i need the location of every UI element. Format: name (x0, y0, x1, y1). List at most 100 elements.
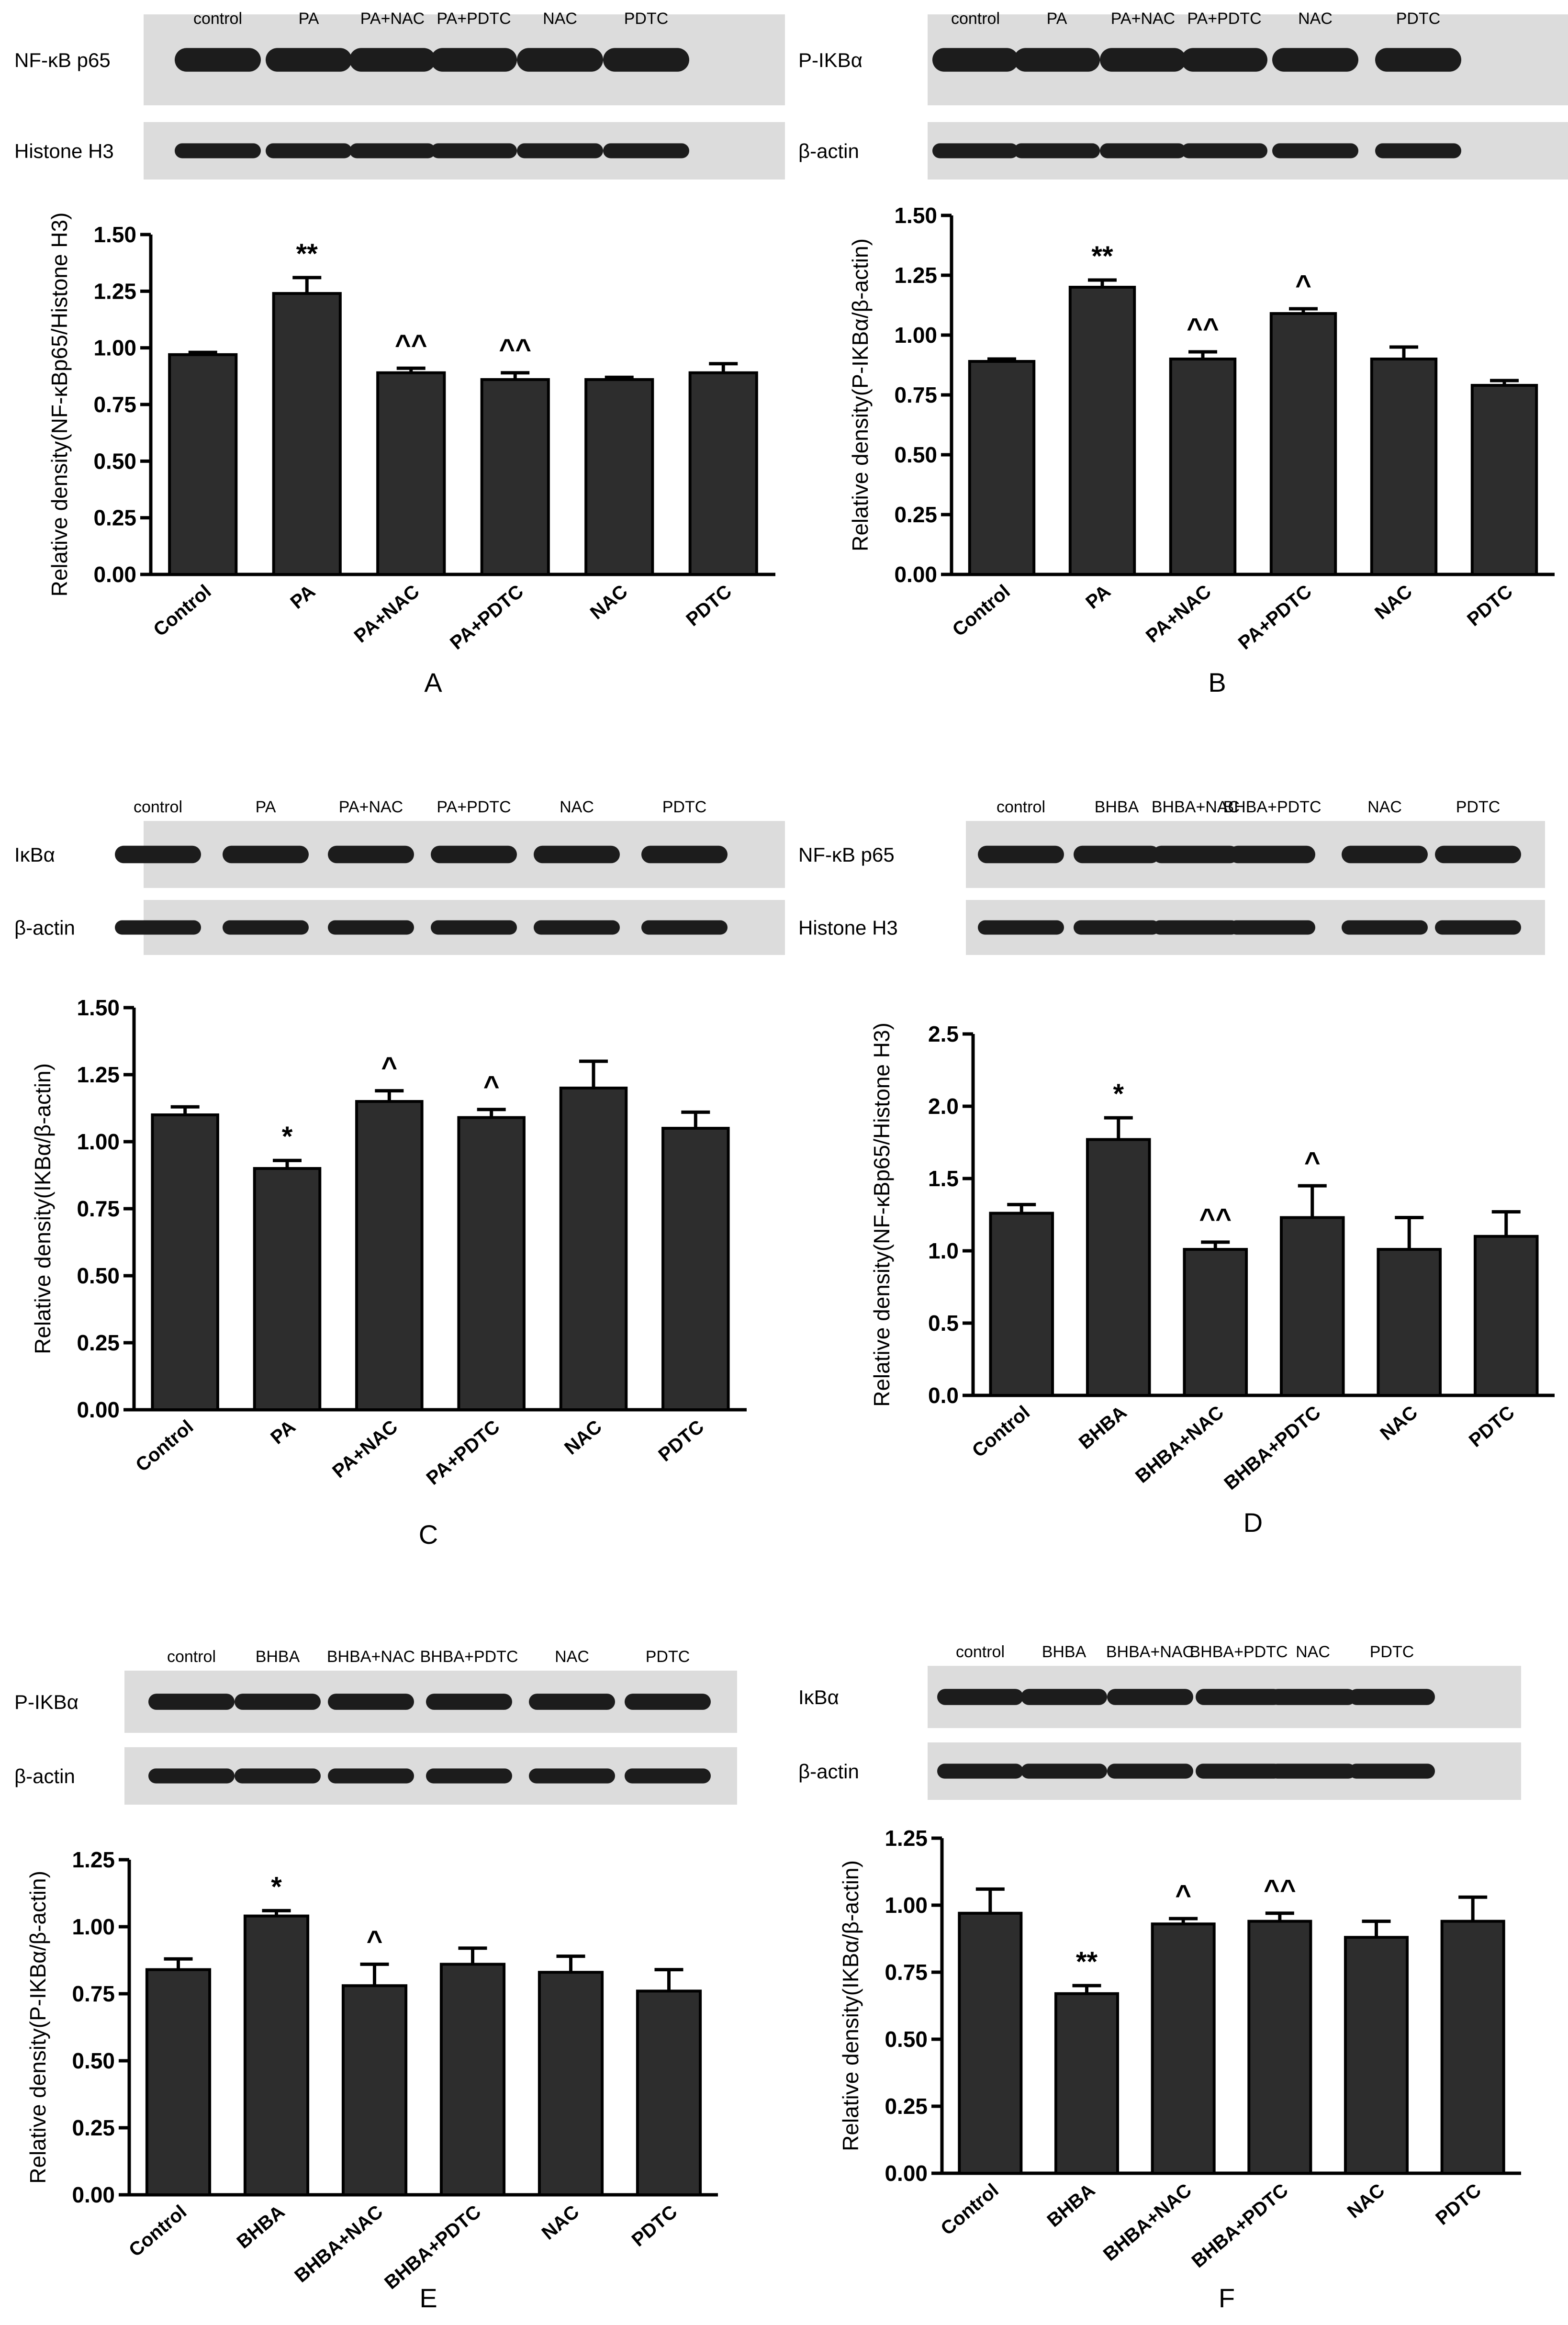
y-tick-label: 0.25 (72, 2115, 115, 2140)
blot-band (625, 1768, 711, 1784)
y-tick-label: 0.50 (72, 2048, 115, 2073)
blot-band (223, 920, 309, 935)
y-tick-label: 0.5 (928, 1311, 959, 1336)
x-tick-label: BHBA+PDTC (1220, 1402, 1324, 1494)
bar (439, 1963, 506, 2196)
blot-label: IκBα (798, 1686, 839, 1708)
bar (1269, 312, 1337, 576)
y-axis-title: Relative density(IKBα/β-actin) (30, 1063, 55, 1354)
bar (168, 353, 238, 576)
y-tick-label: 0.00 (885, 2161, 928, 2186)
y-tick-label: 0.25 (93, 505, 136, 530)
lane-label: BHBA+PDTC (1190, 1643, 1288, 1661)
blot-label: NF-κB p65 (14, 49, 111, 71)
blot-band (328, 1694, 414, 1710)
lane-label: PDTC (624, 10, 669, 28)
blot-band (932, 48, 1019, 72)
blot-band (1074, 920, 1160, 935)
y-tick-label: 1.00 (93, 336, 136, 360)
blot-band (641, 920, 728, 935)
y-tick-label: 0.50 (894, 442, 937, 467)
x-tick-label: PDTC (682, 581, 736, 630)
lane-label: NAC (543, 10, 577, 28)
x-tick-label: Control (125, 2201, 190, 2261)
bar (272, 292, 342, 576)
bar (145, 1968, 212, 2197)
lane-label: PA (1047, 10, 1067, 28)
blot-band (1014, 143, 1100, 158)
y-tick-label: 0.25 (885, 2094, 928, 2119)
bar (1068, 286, 1136, 576)
lane-label: control (193, 10, 242, 28)
panel-letter: A (424, 667, 442, 697)
blot-band (1107, 1763, 1193, 1779)
lane-label: BHBA+PDTC (1223, 798, 1322, 816)
blot-band (978, 845, 1064, 864)
blot-band (1375, 143, 1461, 158)
lane-label: control (951, 10, 1000, 28)
x-tick-label: PA+NAC (350, 581, 424, 647)
blot-band (517, 48, 603, 72)
y-tick-label: 0.50 (77, 1263, 120, 1288)
bar (243, 1914, 310, 2197)
bar (968, 360, 1036, 576)
y-tick-label: 1.25 (894, 263, 937, 288)
blot-band (1100, 143, 1186, 158)
blot-band (603, 48, 689, 72)
significance-mark: ^^ (1187, 313, 1219, 344)
x-tick-label: BHBA (1075, 1402, 1131, 1453)
blot-band (115, 845, 201, 864)
bar (1054, 1992, 1120, 2175)
y-tick-label: 2.0 (928, 1094, 959, 1119)
lane-label: PA+PDTC (437, 10, 511, 28)
y-tick-label: 1.50 (93, 222, 136, 247)
bar (1247, 1920, 1312, 2175)
blot-band (978, 920, 1064, 935)
blot-band (1021, 1689, 1107, 1705)
blot-band (1181, 48, 1267, 72)
significance-mark: ^ (483, 1070, 500, 1101)
x-tick-label: NAC (1371, 581, 1416, 623)
y-tick-label: 1.50 (894, 203, 937, 228)
blot-band (426, 1768, 512, 1784)
lane-label: BHBA+PDTC (420, 1648, 518, 1666)
bar (559, 1087, 628, 1411)
bar (958, 1911, 1023, 2175)
bar (1183, 1247, 1248, 1397)
blot-band (1014, 48, 1100, 72)
blot-label: P-IKBα (14, 1691, 78, 1713)
blot-label: P-IKBα (798, 49, 862, 71)
blot-band (1349, 1763, 1435, 1779)
bar (538, 1971, 604, 2197)
blot-band (175, 48, 261, 72)
blot-band (529, 1768, 615, 1784)
blot-label: β-actin (14, 1765, 75, 1787)
x-tick-label: PDTC (1463, 581, 1517, 630)
x-tick-label: NAC (1344, 2179, 1389, 2222)
panel-letter: E (419, 2283, 437, 2313)
blot-band (349, 48, 436, 72)
y-tick-label: 1.25 (72, 1847, 115, 1872)
panel-a: NF-κB p65 Histone H3 control PA PA+NAC PA+PDT… (14, 10, 785, 697)
bar (1151, 1922, 1216, 2175)
x-tick-label: PA (286, 581, 319, 613)
lane-label: NAC (560, 798, 594, 816)
blot-label: Histone H3 (798, 917, 898, 939)
lane-label: PA+PDTC (1187, 10, 1261, 28)
blot-label: NF-κB p65 (798, 843, 895, 866)
x-tick-label: PA+PDTC (1234, 581, 1316, 654)
blot-band (937, 1689, 1023, 1705)
bar (480, 378, 550, 576)
y-tick-label: 0.00 (77, 1397, 120, 1422)
lane-label: BHBA (1042, 1643, 1086, 1661)
bar (989, 1212, 1054, 1397)
x-tick-label: Control (149, 581, 215, 640)
y-tick-label: 0.0 (928, 1383, 959, 1408)
significance-mark: ** (1091, 241, 1113, 272)
x-tick-label: Control (949, 581, 1014, 640)
lane-label: BHBA (1095, 798, 1139, 816)
lane-label: BHBA+NAC (1152, 798, 1240, 816)
lane-label: PA+NAC (360, 10, 425, 28)
x-tick-label: BHBA (1043, 2179, 1099, 2231)
